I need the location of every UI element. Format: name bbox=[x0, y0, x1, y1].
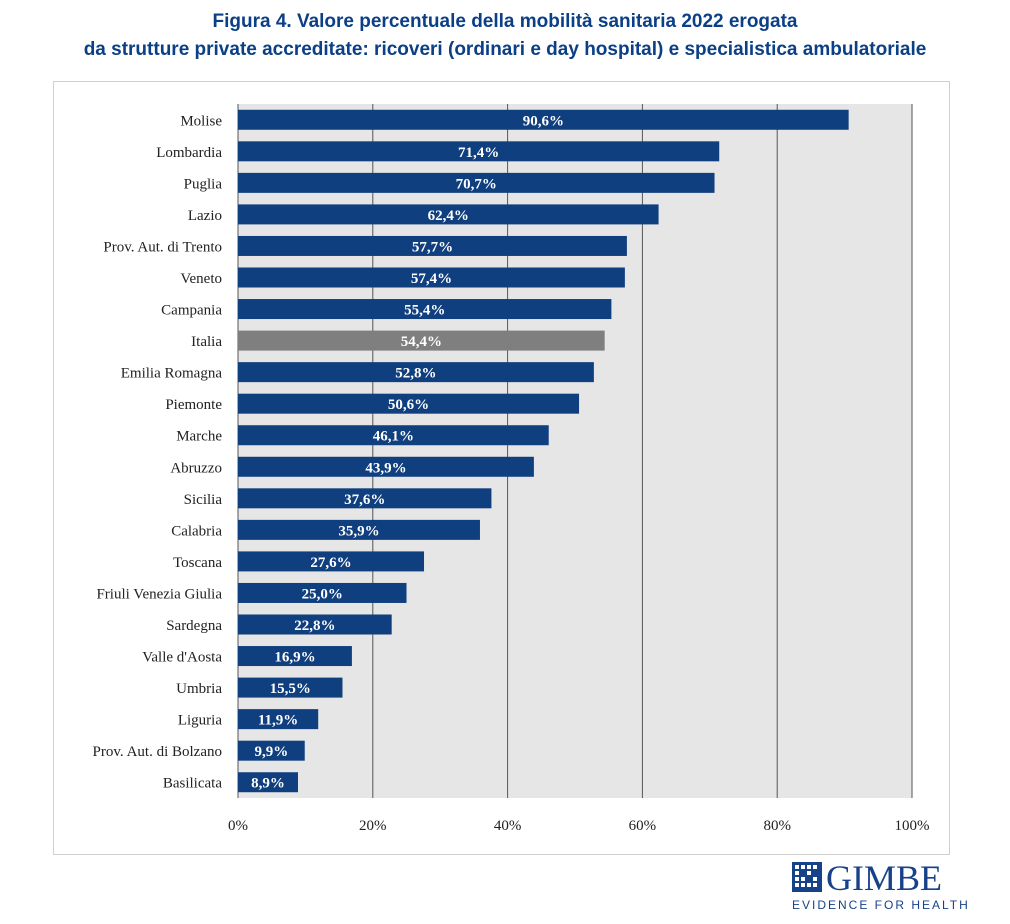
gimbe-logo-mark-icon bbox=[792, 862, 822, 892]
category-label: Valle d'Aosta bbox=[142, 650, 222, 666]
bar-value-label: 8,9% bbox=[251, 776, 285, 792]
bar bbox=[238, 141, 720, 162]
category-label: Calabria bbox=[171, 523, 222, 539]
logo-name: GIMBE bbox=[826, 858, 942, 898]
bar bbox=[238, 425, 549, 446]
bar-value-label: 57,7% bbox=[412, 239, 453, 255]
bar-value-label: 50,6% bbox=[388, 397, 429, 413]
bar-value-label: 15,5% bbox=[270, 681, 311, 697]
bar-value-label: 90,6% bbox=[523, 113, 564, 129]
category-label: Lombardia bbox=[156, 145, 222, 161]
category-label: Piemonte bbox=[165, 397, 222, 413]
bar-chart: 0% 20% 40% 60% 80% 100% 90,6% Molise 71,4% Lombar… bbox=[93, 104, 930, 834]
chart-title: Figura 4. Valore percentuale della mobil… bbox=[0, 8, 1010, 64]
bar-value-label: 22,8% bbox=[294, 618, 335, 634]
bar bbox=[238, 456, 534, 477]
bar-value-label: 25,0% bbox=[302, 586, 343, 602]
bar-value-label: 16,9% bbox=[274, 650, 315, 666]
category-label: Prov. Aut. di Bolzano bbox=[93, 744, 222, 760]
bar bbox=[238, 488, 492, 509]
category-label: Abruzzo bbox=[170, 460, 222, 476]
x-tick-label: 40% bbox=[494, 818, 521, 834]
bar bbox=[238, 614, 392, 635]
bar-value-label: 62,4% bbox=[428, 208, 469, 224]
bar-value-label: 52,8% bbox=[395, 366, 436, 382]
x-tick-label: 80% bbox=[763, 818, 791, 834]
category-label: Prov. Aut. di Trento bbox=[103, 239, 222, 255]
category-label: Umbria bbox=[176, 681, 222, 697]
logo-tagline: EVIDENCE FOR HEALTH bbox=[792, 898, 970, 912]
category-label: Lazio bbox=[188, 208, 222, 224]
chart-title-line-2: da strutture private accreditate: ricove… bbox=[83, 39, 927, 60]
bar bbox=[238, 109, 849, 130]
bar-value-label: 35,9% bbox=[338, 523, 379, 539]
category-label: Marche bbox=[176, 429, 222, 445]
bar bbox=[238, 646, 352, 667]
bar-value-label: 43,9% bbox=[365, 460, 406, 476]
bar bbox=[238, 772, 298, 793]
category-label: Toscana bbox=[173, 555, 222, 571]
bar bbox=[238, 740, 305, 761]
bar-value-label: 11,9% bbox=[258, 713, 298, 729]
bar bbox=[238, 235, 627, 256]
chart-title-line-1: Figura 4. Valore percentuale della mobil… bbox=[212, 11, 798, 32]
category-label: Campania bbox=[161, 303, 222, 319]
category-label: Veneto bbox=[180, 271, 222, 287]
category-label: Puglia bbox=[184, 176, 223, 192]
bar bbox=[238, 393, 580, 414]
gimbe-logo: GIMBE EVIDENCE FOR HEALTH bbox=[790, 858, 968, 918]
bar-value-label: 27,6% bbox=[310, 555, 351, 571]
x-tick-label: 60% bbox=[629, 818, 657, 834]
bar bbox=[238, 677, 343, 698]
x-tick-label: 100% bbox=[895, 818, 930, 834]
bar bbox=[238, 330, 605, 351]
category-label: Friuli Venezia Giulia bbox=[96, 586, 222, 602]
category-label: Sicilia bbox=[184, 492, 223, 508]
category-label: Emilia Romagna bbox=[121, 366, 223, 382]
bar-value-label: 37,6% bbox=[344, 492, 385, 508]
bar-value-label: 9,9% bbox=[254, 744, 288, 760]
x-tick-label: 0% bbox=[228, 818, 248, 834]
category-label: Molise bbox=[180, 113, 222, 129]
bar-value-label: 70,7% bbox=[456, 176, 497, 192]
chart-frame: 0% 20% 40% 60% 80% 100% 90,6% Molise 71,4% Lombar… bbox=[53, 81, 950, 855]
bar bbox=[238, 299, 612, 320]
category-label: Italia bbox=[191, 334, 222, 350]
bar bbox=[238, 267, 625, 288]
bar-value-label: 55,4% bbox=[404, 303, 445, 319]
bar bbox=[238, 709, 319, 730]
bar bbox=[238, 519, 480, 540]
bar-value-label: 46,1% bbox=[373, 429, 414, 445]
x-tick-label: 20% bbox=[359, 818, 387, 834]
category-label: Liguria bbox=[178, 713, 222, 729]
bar-value-label: 71,4% bbox=[458, 145, 499, 161]
bar bbox=[238, 582, 407, 603]
bar bbox=[238, 204, 659, 225]
bar-value-label: 57,4% bbox=[411, 271, 452, 287]
bar bbox=[238, 362, 594, 383]
bar bbox=[238, 551, 425, 572]
category-label: Basilicata bbox=[163, 776, 222, 792]
bar bbox=[238, 172, 715, 193]
bar-value-label: 54,4% bbox=[401, 334, 442, 350]
category-label: Sardegna bbox=[166, 618, 222, 634]
